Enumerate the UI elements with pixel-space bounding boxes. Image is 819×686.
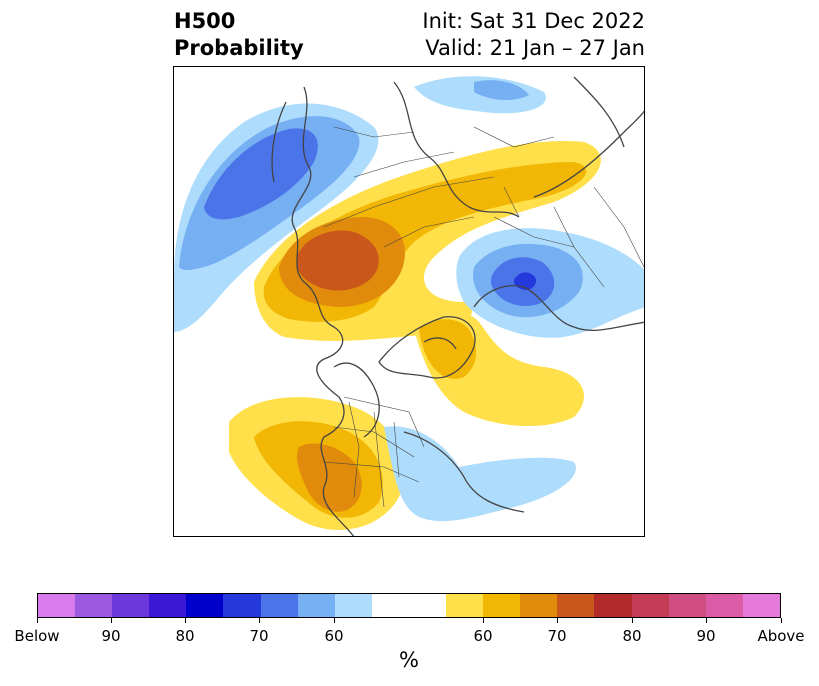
colorbar-tick [482,618,484,623]
colorbar-segment [557,594,595,617]
colorbar-tick [780,618,782,623]
colorbar-segment [334,594,372,617]
colorbar-segment [75,594,113,617]
colorbar-tick-label: 70 [547,627,567,645]
colorbar-tick [556,618,558,623]
colorbar-segment [186,594,224,617]
colorbar-segment [38,594,76,617]
colorbar-tick [184,618,186,623]
colorbar-segment [668,594,706,617]
anomaly-scandinavia-below [456,228,644,338]
colorbar-segment [223,594,261,617]
colorbar-segment [594,594,632,617]
title-variable: H500 [174,9,236,33]
colorbar-tick-label: Below [14,627,60,645]
colorbar-tick-label: 70 [249,627,269,645]
colorbar-tick-label: Above [757,627,805,645]
colorbar-tick [333,618,335,623]
colorbar-units: % [399,648,419,672]
probability-colorbar [37,593,781,618]
colorbar-segment [742,594,780,617]
political-borders [323,126,644,508]
colorbar-segment [631,594,669,617]
colorbar-segment [260,594,298,617]
anomaly-siberia-above [254,141,601,341]
map-title: H500 Probability [174,8,304,62]
colorbar-tick-label: 90 [696,627,716,645]
anomaly-arctic-below [414,76,546,114]
colorbar-segment [297,594,335,617]
forecast-dates: Init: Sat 31 Dec 2022 Valid: 21 Jan – 27… [422,8,645,62]
colorbar-segment [520,594,558,617]
colorbar-tick [110,618,112,623]
coastlines [271,76,644,536]
colorbar-segment [446,594,484,617]
map-svg [174,76,644,536]
colorbar-tick-label: 90 [101,627,121,645]
colorbar-tick-label: 80 [622,627,642,645]
colorbar-segment [149,594,187,617]
colorbar-tick-label: 80 [175,627,195,645]
colorbar-tick [631,618,633,623]
colorbar-tick [705,618,707,623]
anomaly-north-pacific-below [174,103,379,332]
colorbar-segment [112,594,150,617]
colorbar-segment [371,594,447,617]
anomaly-greenland-above [414,312,584,427]
valid-range: Valid: 21 Jan – 27 Jan [425,36,645,60]
probability-map [173,66,645,537]
colorbar-tick [36,618,38,623]
anomaly-eastern-us-below [384,426,576,522]
colorbar-tick [258,618,260,623]
colorbar-segment [705,594,743,617]
colorbar-segment [483,594,521,617]
title-type: Probability [174,36,304,60]
colorbar-tick-label: 60 [473,627,493,645]
colorbar-tick-label: 60 [324,627,344,645]
init-date: Init: Sat 31 Dec 2022 [422,9,645,33]
